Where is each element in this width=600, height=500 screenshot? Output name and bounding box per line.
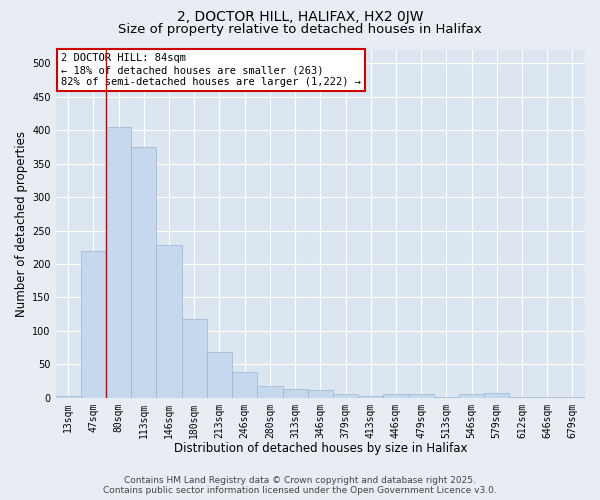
Y-axis label: Number of detached properties: Number of detached properties [15,131,28,317]
Bar [157,246,182,398]
Bar [106,127,131,398]
Bar [182,319,207,398]
Bar [333,394,358,398]
Bar [81,250,106,398]
Bar [308,390,333,398]
Bar [232,372,257,398]
Bar [56,396,81,398]
Bar [283,389,308,398]
Bar [509,397,535,398]
Bar [484,393,509,398]
Bar [560,397,585,398]
Bar [358,396,383,398]
Text: Size of property relative to detached houses in Halifax: Size of property relative to detached ho… [118,22,482,36]
Bar [409,394,434,398]
Bar [257,386,283,398]
Bar [383,394,409,398]
Bar [131,147,157,398]
X-axis label: Distribution of detached houses by size in Halifax: Distribution of detached houses by size … [173,442,467,455]
Bar [535,397,560,398]
Bar [434,397,459,398]
Bar [459,394,484,398]
Text: 2, DOCTOR HILL, HALIFAX, HX2 0JW: 2, DOCTOR HILL, HALIFAX, HX2 0JW [177,10,423,24]
Text: Contains HM Land Registry data © Crown copyright and database right 2025.
Contai: Contains HM Land Registry data © Crown c… [103,476,497,495]
Bar [207,352,232,398]
Text: 2 DOCTOR HILL: 84sqm
← 18% of detached houses are smaller (263)
82% of semi-deta: 2 DOCTOR HILL: 84sqm ← 18% of detached h… [61,54,361,86]
